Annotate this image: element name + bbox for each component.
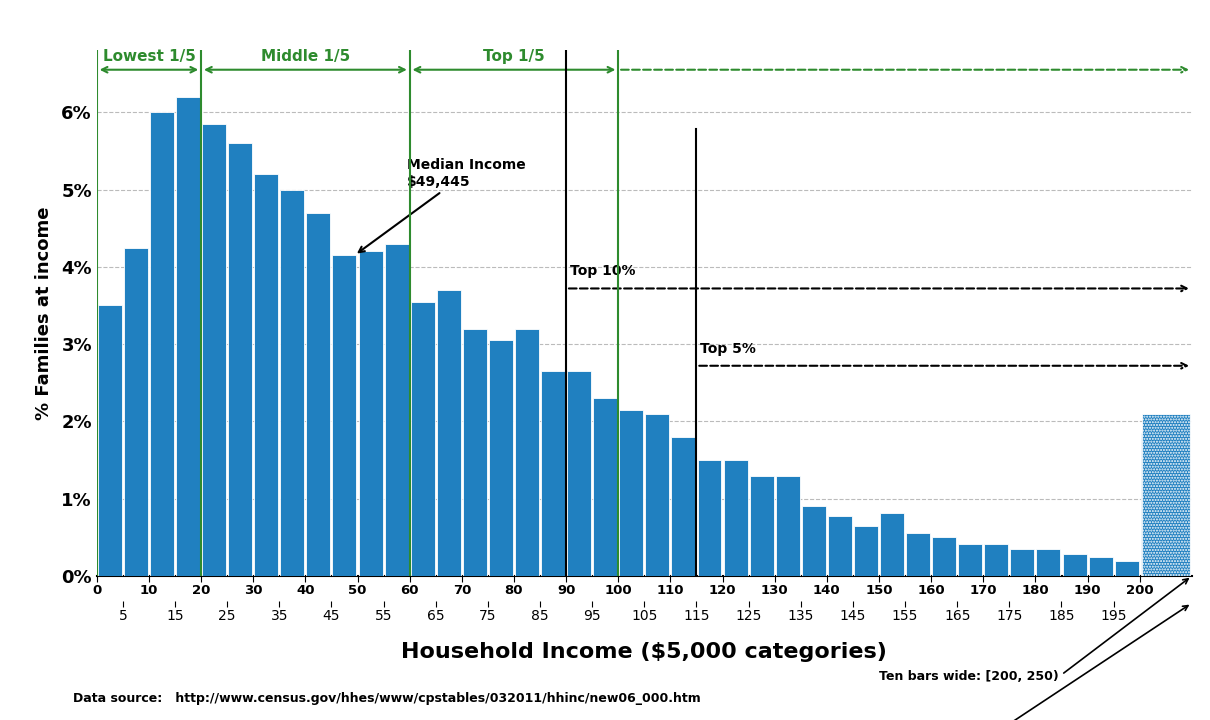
Bar — [906, 534, 930, 576]
Bar — [254, 174, 278, 576]
Text: Top 5%: Top 5% — [701, 342, 756, 356]
Bar — [854, 526, 878, 576]
Bar — [1062, 554, 1087, 576]
Bar — [1141, 433, 1165, 576]
Text: Top 1/5: Top 1/5 — [483, 48, 544, 63]
Bar — [1142, 414, 1189, 576]
Bar — [229, 143, 252, 576]
Bar — [281, 189, 305, 576]
Bar — [802, 506, 825, 576]
Bar — [958, 544, 983, 576]
Bar — [697, 460, 721, 576]
Bar — [177, 96, 200, 576]
Text: Top 10%: Top 10% — [570, 264, 635, 279]
Bar — [515, 328, 538, 576]
Bar — [932, 537, 956, 576]
Bar — [1010, 549, 1035, 576]
Bar — [776, 475, 800, 576]
Bar — [358, 251, 382, 576]
Bar — [541, 372, 565, 576]
Bar — [750, 475, 773, 576]
Bar — [672, 437, 696, 576]
Bar — [1037, 549, 1060, 576]
Bar — [724, 460, 748, 576]
Bar — [98, 305, 122, 576]
Bar — [150, 112, 174, 576]
Bar — [123, 248, 148, 576]
Y-axis label: % Families at income: % Families at income — [35, 207, 53, 420]
Bar — [620, 410, 644, 576]
Text: All incomes ≥ 250: All incomes ≥ 250 — [878, 606, 1188, 720]
Bar — [880, 513, 904, 576]
Text: Middle 1/5: Middle 1/5 — [261, 48, 350, 63]
Bar — [1089, 557, 1112, 576]
Bar — [463, 328, 486, 576]
Bar — [1114, 561, 1139, 576]
Bar — [333, 255, 357, 576]
Bar — [593, 398, 617, 576]
Bar — [567, 372, 592, 576]
Bar — [645, 414, 669, 576]
Bar — [984, 544, 1008, 576]
Bar — [437, 290, 461, 576]
Text: Data source:   http://www.census.gov/hhes/www/cpstables/032011/hhinc/new06_000.h: Data source: http://www.census.gov/hhes/… — [73, 692, 701, 705]
Bar — [385, 243, 409, 576]
Bar — [306, 212, 330, 576]
X-axis label: Household Income ($5,000 categories): Household Income ($5,000 categories) — [402, 642, 887, 662]
Bar — [202, 124, 226, 576]
Text: Ten bars wide: [200, 250): Ten bars wide: [200, 250) — [878, 579, 1188, 683]
Bar — [828, 516, 852, 576]
Text: Lowest 1/5: Lowest 1/5 — [103, 48, 195, 63]
Bar — [410, 302, 434, 576]
Bar — [489, 341, 513, 576]
Text: Median Income
$49,445: Median Income $49,445 — [358, 158, 525, 252]
